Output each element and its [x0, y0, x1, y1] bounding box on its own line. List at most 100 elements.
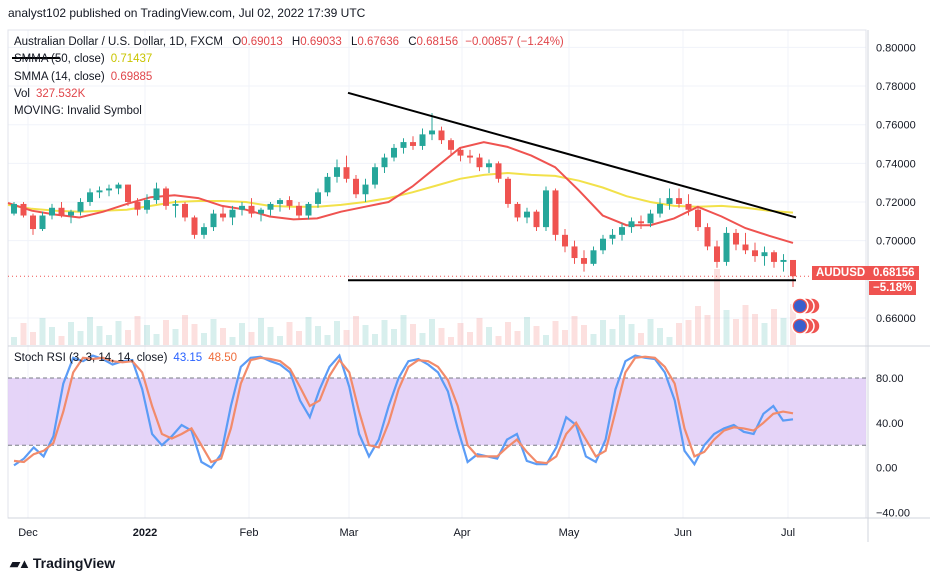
volume-bar	[495, 336, 502, 345]
smma14-line	[7, 141, 794, 244]
volume-bar	[305, 317, 312, 345]
price-tick-label: 0.78000	[876, 81, 916, 93]
volume-bar	[20, 323, 27, 345]
legend-h-label: H	[291, 36, 301, 48]
candle-body	[600, 238, 606, 251]
legend-stoch-label: Stoch RSI (3, 3, 14, 14, close)	[14, 352, 168, 364]
candle-body	[410, 142, 416, 146]
stoch-tick-label: 0.00	[876, 463, 897, 475]
candle-body	[182, 203, 188, 218]
candle-body	[58, 207, 65, 216]
tradingview-logo-text: TradingView	[32, 555, 116, 571]
volume-bar	[638, 333, 644, 345]
candle-body	[752, 250, 758, 257]
legend-high: 0.69033	[300, 36, 342, 48]
volume-bar	[552, 321, 559, 345]
candle-body	[267, 203, 274, 210]
volume-bar	[39, 318, 46, 345]
legend-stoch-row: Stoch RSI (3, 3, 14, 14, close) 43.15 48.5…	[14, 352, 237, 364]
tradingview-logo[interactable]: ▰▲ TradingView	[10, 555, 115, 572]
volume-bar	[296, 331, 302, 345]
volume-bar	[524, 317, 530, 345]
volume-bar	[685, 320, 692, 345]
time-tick-label: Mar	[340, 527, 359, 539]
candle-body	[277, 200, 283, 204]
volume-bar	[438, 328, 445, 345]
volume-bar	[410, 324, 416, 345]
volume-bar	[277, 336, 283, 345]
upper-trendline	[347, 91, 797, 219]
volume-bar	[58, 336, 65, 345]
volume-bar	[220, 328, 226, 345]
publisher-line: analyst102 published on TradingView.com,…	[8, 6, 366, 20]
candle-body	[790, 259, 796, 277]
candle-body	[543, 190, 549, 228]
candle-body	[115, 184, 122, 189]
candle-body	[780, 259, 787, 262]
volume-bar	[343, 330, 350, 345]
candle-body	[353, 178, 359, 195]
volume-bar	[666, 337, 673, 345]
volume-bar	[258, 318, 264, 345]
volume-bar	[505, 322, 511, 345]
legend-open: 0.69013	[241, 36, 283, 48]
candle-body	[163, 188, 169, 206]
candle-body	[429, 130, 435, 135]
stoch-tick-label: −40.00	[876, 507, 910, 519]
volume-bar	[267, 327, 274, 345]
candle-body	[229, 209, 236, 218]
volume-bar	[619, 315, 625, 345]
event-flag-icon	[791, 297, 821, 315]
candle-body	[742, 244, 749, 251]
volume-bar	[163, 320, 169, 345]
legend-change: −0.00857 (−1.24%)	[465, 36, 564, 48]
legend-stoch-d: 48.50	[208, 352, 237, 364]
legend-c-label: C	[408, 36, 417, 48]
volume-bar	[714, 269, 720, 345]
candle-body	[609, 234, 616, 239]
volume-bar	[543, 335, 549, 345]
volume-bar	[248, 332, 255, 345]
candle-body	[49, 207, 55, 216]
volume-bar	[68, 322, 74, 345]
candle-body	[68, 211, 74, 216]
volume-bar	[467, 332, 473, 345]
price-tick-label: 0.72000	[876, 197, 916, 209]
candle-body	[524, 211, 530, 218]
candle-body	[201, 227, 207, 235]
volume-bar	[96, 326, 103, 345]
candle-body	[381, 157, 388, 168]
legend-symbol-row: Australian Dollar / U.S. Dollar, 1D, FXC…	[14, 36, 564, 48]
candle-body	[562, 234, 568, 247]
volume-bar	[676, 323, 682, 345]
volume-bar	[609, 329, 616, 345]
volume-bar	[229, 337, 236, 345]
price-tick-label: 0.66000	[876, 313, 916, 325]
volume-bar	[49, 327, 55, 345]
volume-bar	[334, 321, 340, 345]
candle-body	[210, 213, 217, 228]
volume-bar	[647, 319, 654, 345]
volume-bar	[571, 316, 578, 345]
candle-body	[372, 167, 378, 185]
volume-bar	[733, 319, 739, 345]
candle-body	[144, 200, 150, 210]
candle-body	[448, 140, 454, 150]
volume-bar	[752, 314, 758, 345]
volume-bar	[239, 323, 245, 345]
time-tick-label: Feb	[240, 527, 259, 539]
time-tick-label: May	[559, 527, 580, 539]
candle-body	[666, 198, 673, 204]
symbol-tag: AUDUSD	[812, 266, 870, 280]
legend-close: 0.68156	[416, 36, 459, 48]
candle-body	[305, 203, 312, 216]
legend-smma50-value: 0.71437	[110, 53, 153, 65]
volume-bar	[153, 334, 160, 345]
volume-bar	[106, 335, 112, 345]
candle-body	[476, 157, 483, 168]
legend-smma14-value: 0.69885	[110, 71, 153, 83]
candle-body	[457, 149, 464, 156]
volume-bars	[11, 269, 796, 345]
price-tick-label: 0.74000	[876, 158, 916, 170]
